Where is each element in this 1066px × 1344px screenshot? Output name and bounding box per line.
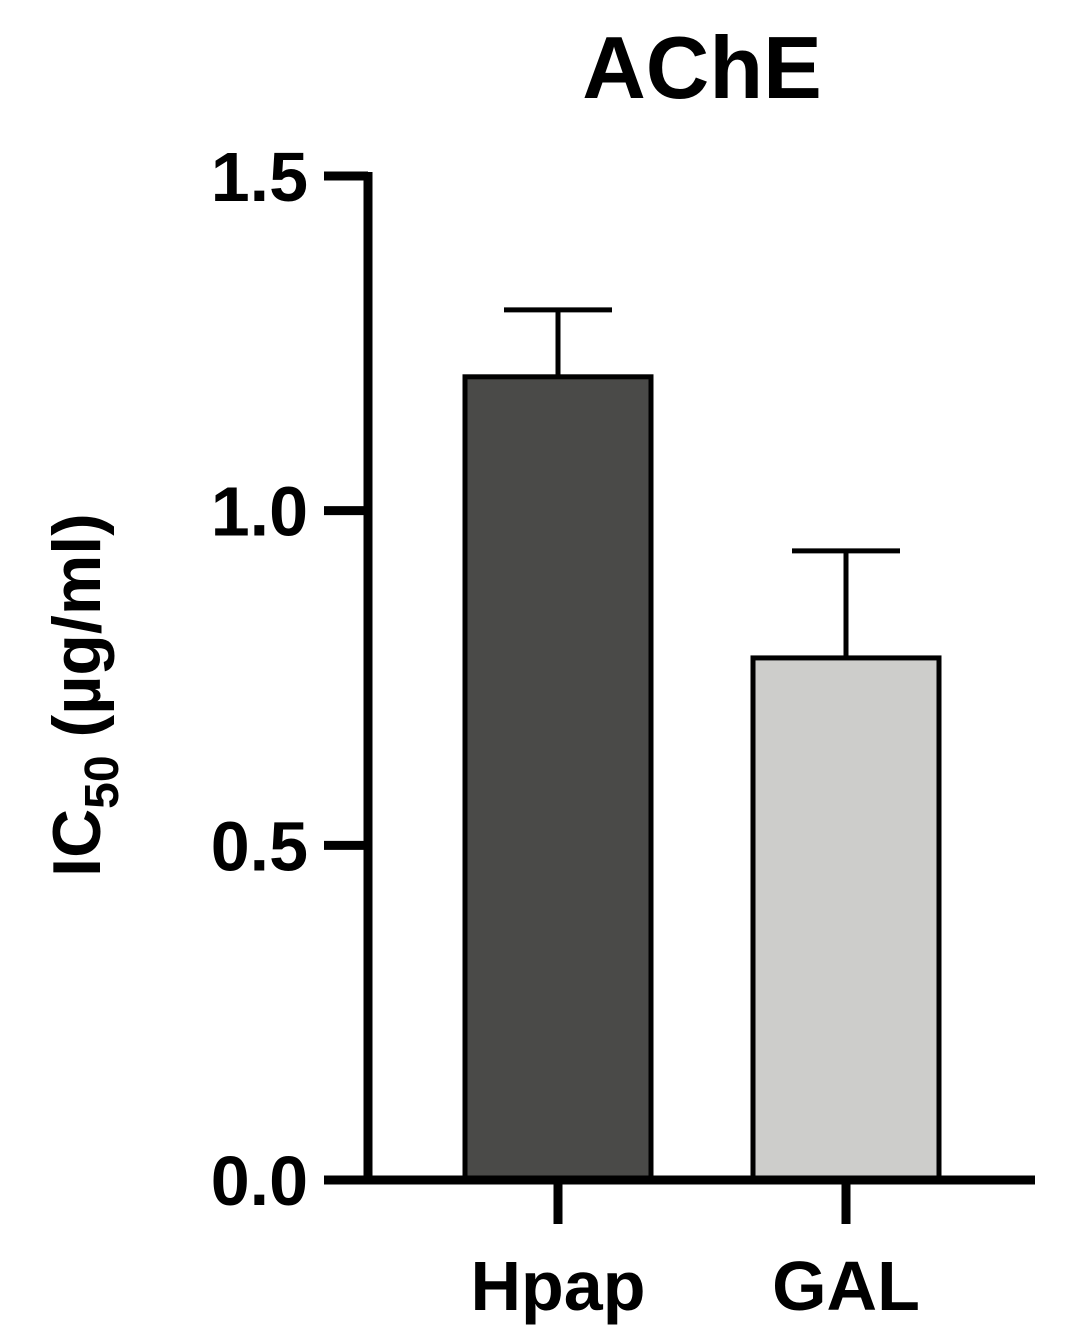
bars: [462, 374, 942, 1183]
x-axis-labels: Hpap GAL: [471, 1180, 920, 1325]
y-tick-label: 0.5: [211, 807, 308, 885]
bar-hpap: [462, 374, 654, 1183]
chart-title: AChE: [582, 18, 822, 117]
y-axis-label-unit: (µg/ml): [39, 513, 115, 737]
y-tick-label: 1.0: [211, 473, 308, 551]
y-axis-ticks: 0.0 0.5 1.0 1.5: [211, 138, 368, 1220]
x-tick-label-gal: GAL: [772, 1247, 920, 1325]
error-bars: [504, 307, 900, 658]
bar-gal: [750, 655, 942, 1183]
y-axis-label: IC50 (µg/ml): [39, 513, 129, 877]
y-axis-label-subscript: 50: [76, 755, 129, 808]
y-tick-label: 0.0: [211, 1142, 308, 1220]
y-tick-label: 1.5: [211, 138, 308, 216]
x-tick-label-hpap: Hpap: [471, 1247, 646, 1325]
y-axis-label-main: IC: [39, 809, 115, 877]
